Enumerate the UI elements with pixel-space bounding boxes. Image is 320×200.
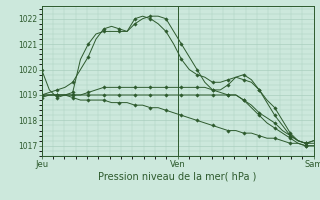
- X-axis label: Pression niveau de la mer( hPa ): Pression niveau de la mer( hPa ): [99, 172, 257, 182]
